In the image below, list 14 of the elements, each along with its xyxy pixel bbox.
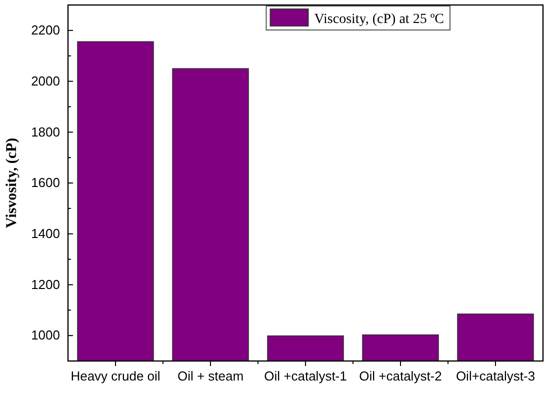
x-tick-label: Oil + steam bbox=[177, 368, 244, 384]
x-tick-label: Oil +catalyst-2 bbox=[359, 368, 442, 384]
x-tick-label: Oil +catalyst-1 bbox=[264, 368, 347, 384]
y-axis-title: Visvosity, (cP) bbox=[4, 138, 20, 228]
legend-label: Viscosity, (cP) at 25 ºC bbox=[314, 12, 444, 27]
y-tick-label: 1800 bbox=[31, 124, 60, 140]
x-tick-label: Oil+catalyst-3 bbox=[456, 368, 536, 384]
y-tick-label: 1000 bbox=[31, 328, 60, 343]
x-tick-label: Heavy crude oil bbox=[70, 368, 160, 384]
y-tick-label: 2200 bbox=[31, 22, 60, 38]
y-tick-label: 2000 bbox=[31, 73, 60, 88]
y-tick-label: 1400 bbox=[31, 226, 60, 242]
y-tick-label: 1600 bbox=[31, 175, 60, 190]
y-tick-label: 1200 bbox=[31, 276, 60, 292]
